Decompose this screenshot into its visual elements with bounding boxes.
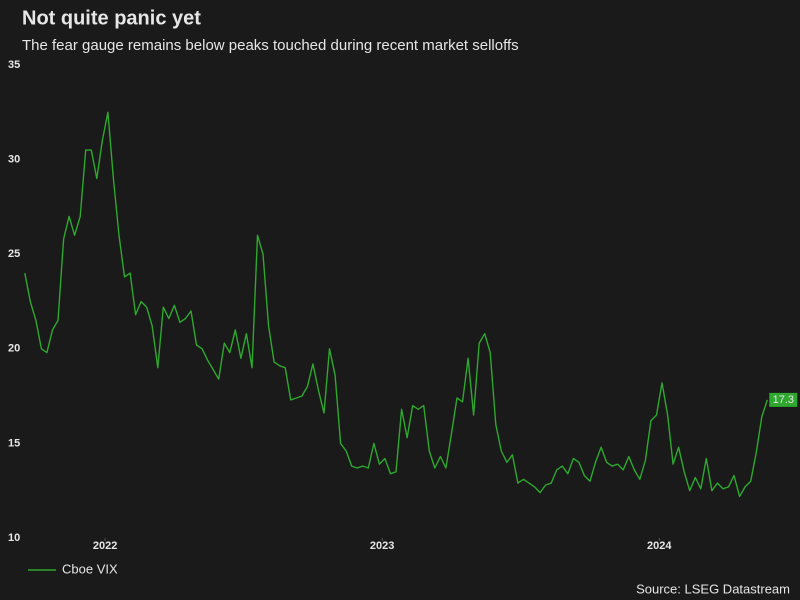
end-label-box (769, 392, 798, 407)
chart-title: Not quite panic yet (22, 7, 201, 29)
y-tick-label: 25 (8, 248, 20, 260)
legend-label: Cboe VIX (62, 561, 118, 576)
y-tick-label: 20 (8, 343, 20, 355)
source: Source: LSEG Datastream (636, 581, 790, 596)
chart-subtitle: The fear gauge remains below peaks touch… (22, 37, 519, 54)
end-label: 17.3 (773, 394, 794, 406)
x-tick-label: 2024 (647, 540, 672, 552)
y-tick-label: 15 (8, 437, 20, 449)
x-tick-label: 2023 (370, 540, 394, 552)
line-series (24, 111, 768, 498)
y-tick-label: 10 (8, 532, 20, 544)
x-tick-label: 2022 (93, 540, 117, 552)
y-tick-label: 30 (8, 154, 20, 166)
y-tick-label: 35 (8, 59, 20, 71)
